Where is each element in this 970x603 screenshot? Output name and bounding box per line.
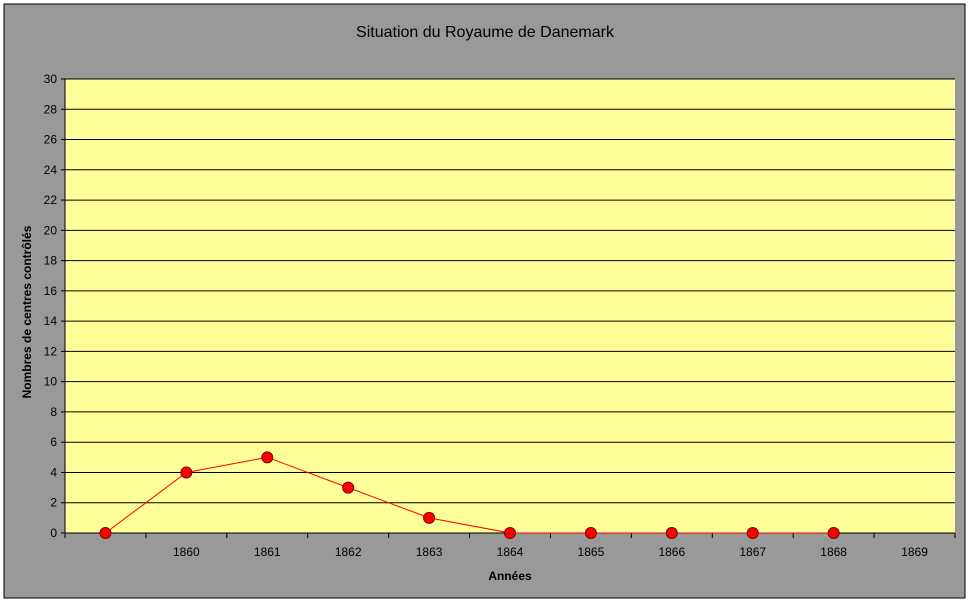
y-tick-label: 30 [44,72,58,86]
y-tick-label: 6 [50,435,57,449]
x-tick-labels: 1860 1861 1862 1863 1864 1865 1866 1867 1868 1869 [173,545,928,559]
y-tick-label: 0 [50,526,57,540]
y-tick-label: 14 [44,314,58,328]
data-point [99,527,112,539]
x-tick-label: 1868 [820,545,847,559]
data-point [665,527,678,539]
data-point [746,527,759,539]
y-tick-label: 28 [44,102,58,116]
x-tick-label: 1866 [658,545,685,559]
x-tick-label: 1867 [739,545,766,559]
y-tick-label: 2 [50,496,57,510]
y-tick-label: 20 [44,223,58,237]
x-tick-label: 1864 [497,545,524,559]
data-point [584,527,597,539]
x-tick-label: 1862 [335,545,362,559]
gridlines [65,78,955,504]
chart-title: Situation du Royaume de Danemark [356,24,615,41]
data-point [827,527,840,539]
x-tick-label: 1865 [578,545,605,559]
y-tick-label: 24 [44,163,58,177]
y-tick-label: 18 [44,254,58,268]
y-tick-label: 10 [44,375,58,389]
x-tick-label: 1869 [901,545,928,559]
y-tick-label: 16 [44,284,58,298]
series-line [105,456,834,534]
x-tick-label: 1860 [173,545,200,559]
data-point [261,451,274,464]
y-tick-label: 8 [50,405,57,419]
data-point [342,481,355,494]
y-tick-label: 22 [44,193,58,207]
x-axis-title: Années [488,569,532,583]
y-axis-title: Nombres de centres contrôlés [20,225,34,398]
y-tick-label: 26 [44,133,58,147]
x-tick-label: 1861 [254,545,281,559]
data-point [504,527,516,539]
x-tick-label: 1863 [416,545,443,559]
data-point [180,466,193,479]
y-tick-label: 12 [44,344,58,358]
data-series [99,451,840,539]
y-tick-label: 4 [50,465,57,479]
plot-area [65,79,955,533]
data-point [423,511,436,524]
